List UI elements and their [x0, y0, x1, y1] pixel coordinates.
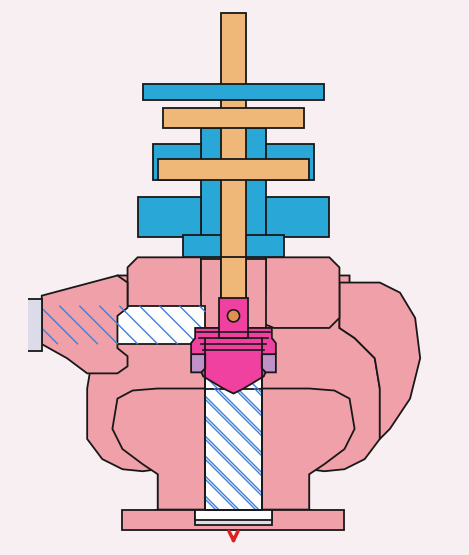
- Bar: [221, 13, 246, 318]
- Bar: [195, 509, 272, 519]
- Bar: [122, 509, 345, 530]
- Bar: [22, 299, 42, 351]
- Bar: [183, 235, 284, 258]
- Polygon shape: [191, 328, 276, 393]
- Bar: [205, 388, 262, 509]
- Circle shape: [227, 310, 240, 322]
- Bar: [221, 258, 246, 328]
- Bar: [143, 84, 324, 100]
- Bar: [219, 297, 248, 338]
- Polygon shape: [262, 354, 276, 372]
- Bar: [42, 306, 205, 344]
- Bar: [137, 197, 201, 237]
- Bar: [163, 108, 304, 128]
- Polygon shape: [128, 258, 205, 328]
- Polygon shape: [262, 258, 340, 328]
- Polygon shape: [87, 275, 380, 524]
- Bar: [266, 197, 329, 237]
- Bar: [158, 159, 309, 180]
- Polygon shape: [42, 275, 128, 374]
- Polygon shape: [191, 354, 205, 372]
- Polygon shape: [262, 388, 355, 509]
- Bar: [195, 509, 272, 524]
- Polygon shape: [113, 388, 205, 509]
- Bar: [201, 128, 266, 259]
- Bar: [201, 255, 266, 328]
- Polygon shape: [340, 282, 420, 439]
- Bar: [266, 144, 314, 180]
- Bar: [153, 144, 201, 180]
- Bar: [205, 338, 262, 509]
